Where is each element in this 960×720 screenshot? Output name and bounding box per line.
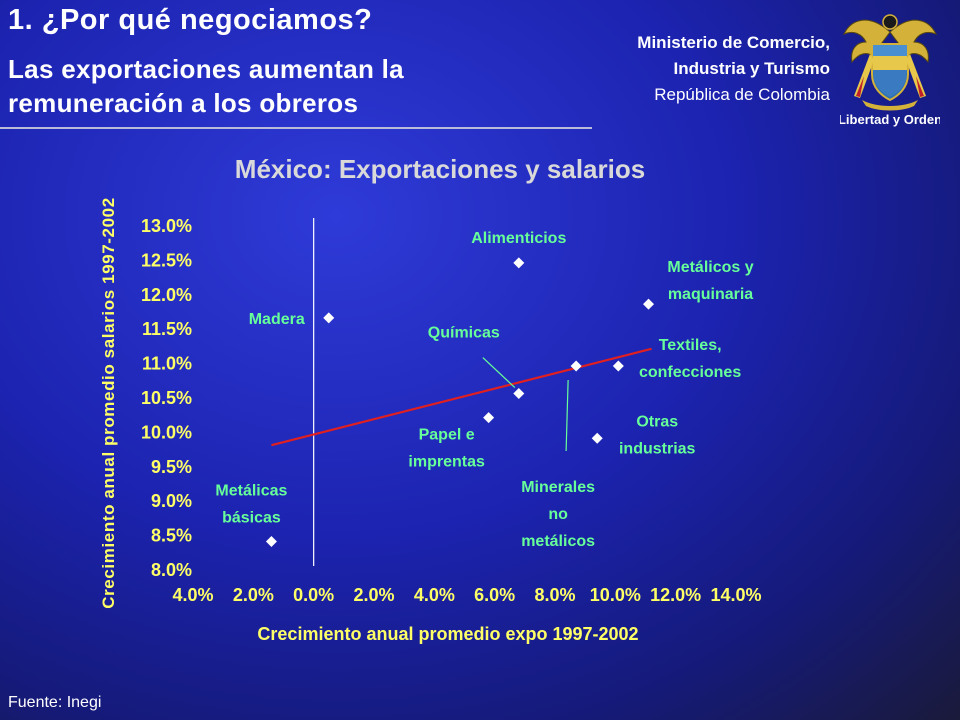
point-label: Minerales no metálicos (521, 479, 595, 550)
data-point-marker (513, 388, 525, 400)
y-tick-label: 12.0% (141, 285, 192, 305)
point-label: Madera (249, 311, 305, 328)
y-tick-label: 8.0% (151, 560, 192, 580)
point-label: Metálicas básicas (215, 482, 287, 526)
data-point-marker (643, 298, 655, 310)
motto-text: Libertad y Orden (840, 112, 940, 127)
title-divider (0, 127, 592, 129)
source-note: Fuente: Inegi (8, 694, 102, 711)
trendline (271, 347, 652, 447)
x-tick-label: 2.0% (353, 585, 394, 605)
y-tick-label: 13.0% (141, 216, 192, 236)
leader-line-quimicas (482, 357, 516, 388)
data-point-marker (265, 535, 277, 547)
y-tick-label: 11.5% (142, 319, 192, 339)
point-label: Textiles, confecciones (639, 337, 741, 381)
point-label: Metálicos y maquinaria (667, 259, 753, 303)
x-tick-label: 10.0% (590, 585, 641, 605)
x-tick-label: 8.0% (534, 585, 575, 605)
y-tick-label: 12.5% (141, 250, 192, 270)
data-point-marker (591, 432, 603, 444)
coat-of-arms-logo: Libertad y Orden (840, 14, 940, 127)
data-points (265, 257, 655, 547)
y-axis-ticks: 13.0% 12.5% 12.0% 11.5% 11.0% 10.5% 10.0% 9.5% 9… (141, 216, 192, 580)
condor-head (882, 14, 898, 30)
point-label: Otras industrias (619, 413, 696, 457)
ministry-line-1: Ministerio de Comercio, (637, 33, 830, 52)
point-label: Papel e imprentas (408, 427, 485, 471)
x-tick-label: 6.0% (474, 585, 515, 605)
data-point-marker (612, 360, 624, 372)
slide-title: 1. ¿Por qué negociamos? (8, 4, 373, 36)
x-tick-label: 2.0% (233, 585, 274, 605)
y-tick-label: 11.0% (142, 354, 192, 374)
y-tick-label: 9.5% (151, 457, 192, 477)
point-label: Químicas (428, 325, 500, 342)
y-tick-label: 9.0% (151, 491, 192, 511)
point-label: Alimenticios (471, 230, 566, 247)
y-tick-label: 8.5% (151, 526, 192, 546)
x-tick-label: 4.0% (172, 585, 213, 605)
data-point-marker (513, 257, 525, 269)
leader-line-minerales (565, 380, 569, 452)
ministry-line-3: República de Colombia (654, 85, 830, 104)
x-tick-label: 14.0% (710, 585, 761, 605)
y-tick-label: 10.5% (141, 388, 192, 408)
y-tick-label: 10.0% (141, 422, 192, 442)
ministry-line-2: Industria y Turismo (673, 59, 831, 78)
chart-title: México: Exportaciones y salarios (235, 154, 645, 184)
y-axis-label: Crecimiento anual promedio salarios 1997… (99, 197, 118, 609)
leader-lines (482, 357, 569, 452)
point-labels: Alimenticios Metálicos y maquinaria Madera T… (215, 230, 753, 550)
condor-wings (842, 19, 891, 64)
data-point-marker (323, 312, 335, 324)
x-tick-label: 4.0% (414, 585, 455, 605)
x-tick-label: 0.0% (293, 585, 334, 605)
slide-subtitle: Las exportaciones aumentan la remuneraci… (8, 54, 404, 118)
x-axis-label: Crecimiento anual promedio expo 1997-200… (257, 624, 638, 644)
data-point-marker (570, 360, 582, 372)
ministry-block: Ministerio de Comercio, Industria y Turi… (637, 30, 830, 108)
x-axis-ticks: 4.0% 2.0% 0.0% 2.0% 4.0% 6.0% 8.0% 10.0% 12.0% 14… (172, 585, 761, 605)
data-point-marker (483, 412, 495, 424)
x-tick-label: 12.0% (650, 585, 701, 605)
